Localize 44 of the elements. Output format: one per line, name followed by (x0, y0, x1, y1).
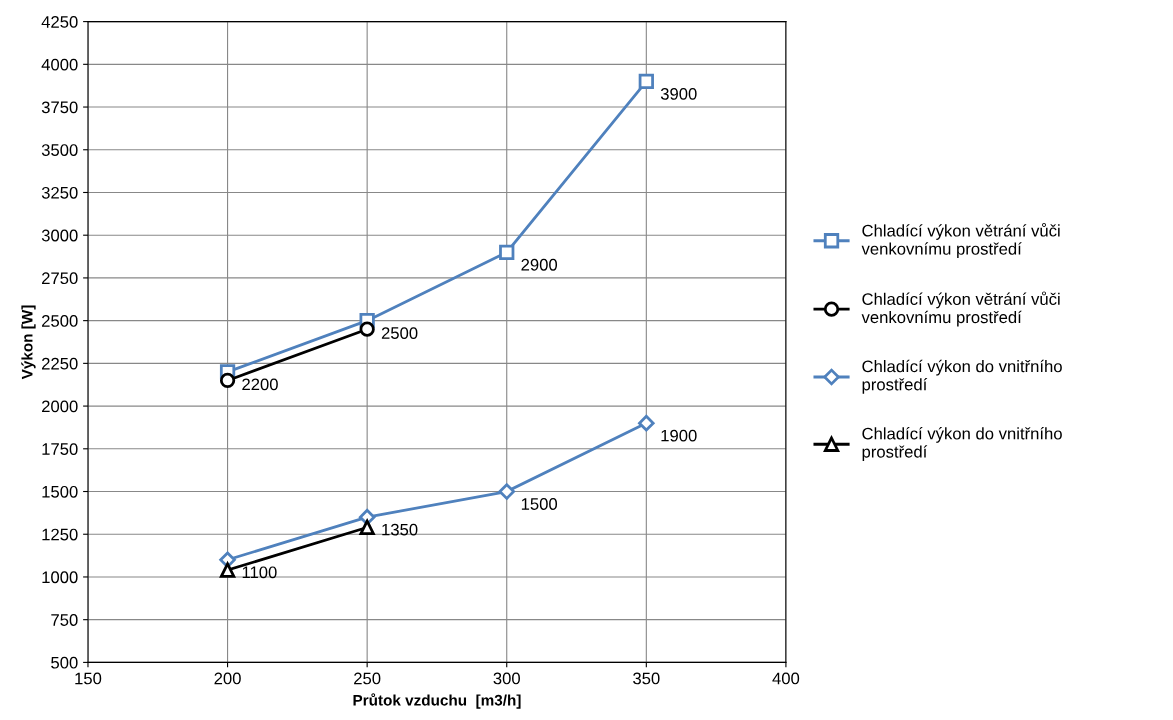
point (219, 562, 236, 578)
data-label: 1100 (242, 566, 277, 579)
legend-label: Chladící výkon do vnitřního prostředí (862, 427, 1062, 461)
x-tick-label: 250 (354, 672, 381, 685)
x-tick-label: 350 (633, 672, 660, 685)
data-label: 1500 (521, 498, 558, 510)
point (219, 372, 236, 389)
data-label: 3900 (660, 87, 697, 100)
point (638, 414, 655, 432)
x-axis-title: Průtok vzduchu [m3/h] (353, 693, 521, 709)
y-tick-label: 750 (51, 614, 78, 626)
y-tick-label: 3500 (41, 144, 78, 156)
y-tick-label: 4250 (41, 16, 78, 28)
data-label: 2900 (521, 258, 558, 271)
y-tick-label: 4000 (41, 58, 78, 71)
point (498, 483, 515, 500)
y-tick-label: 2750 (42, 272, 78, 285)
legend-label: Chladící výkon větrání vůči venkovnímu prostředí (861, 291, 1060, 327)
y-tick-label: 3250 (41, 186, 78, 199)
legend-label: Chladící výkon do vnitřního prostředí (862, 359, 1062, 394)
x-tick-label: 300 (493, 672, 520, 685)
data-label: 2200 (242, 378, 278, 391)
y-axis-title: Výkon [W] (21, 305, 36, 380)
x-tick-label: 200 (214, 672, 241, 685)
data-label: 1350 (382, 523, 418, 536)
legend-label: Chladící výkon větrání vůči venkovnímu prostředí (861, 223, 1060, 259)
y-tick-label: 1250 (42, 528, 78, 541)
y-tick-label: 3000 (41, 229, 78, 242)
y-tick-label: 1500 (42, 485, 78, 498)
point (499, 244, 515, 260)
point (638, 73, 654, 90)
x-tick-label: 400 (772, 672, 800, 685)
y-tick-label: 1000 (42, 571, 78, 584)
data-label: 1900 (661, 429, 697, 442)
x-tick-label: 150 (75, 672, 102, 685)
y-tick-label: 2500 (42, 315, 78, 327)
point (359, 321, 375, 337)
data-label: 2500 (381, 327, 418, 339)
y-tick-label: 1750 (42, 443, 78, 455)
y-tick-label: 500 (51, 656, 78, 669)
point (359, 519, 375, 536)
y-tick-label: 3750 (41, 101, 78, 114)
y-tick-label: 2250 (42, 357, 78, 370)
y-tick-label: 2000 (42, 400, 78, 413)
